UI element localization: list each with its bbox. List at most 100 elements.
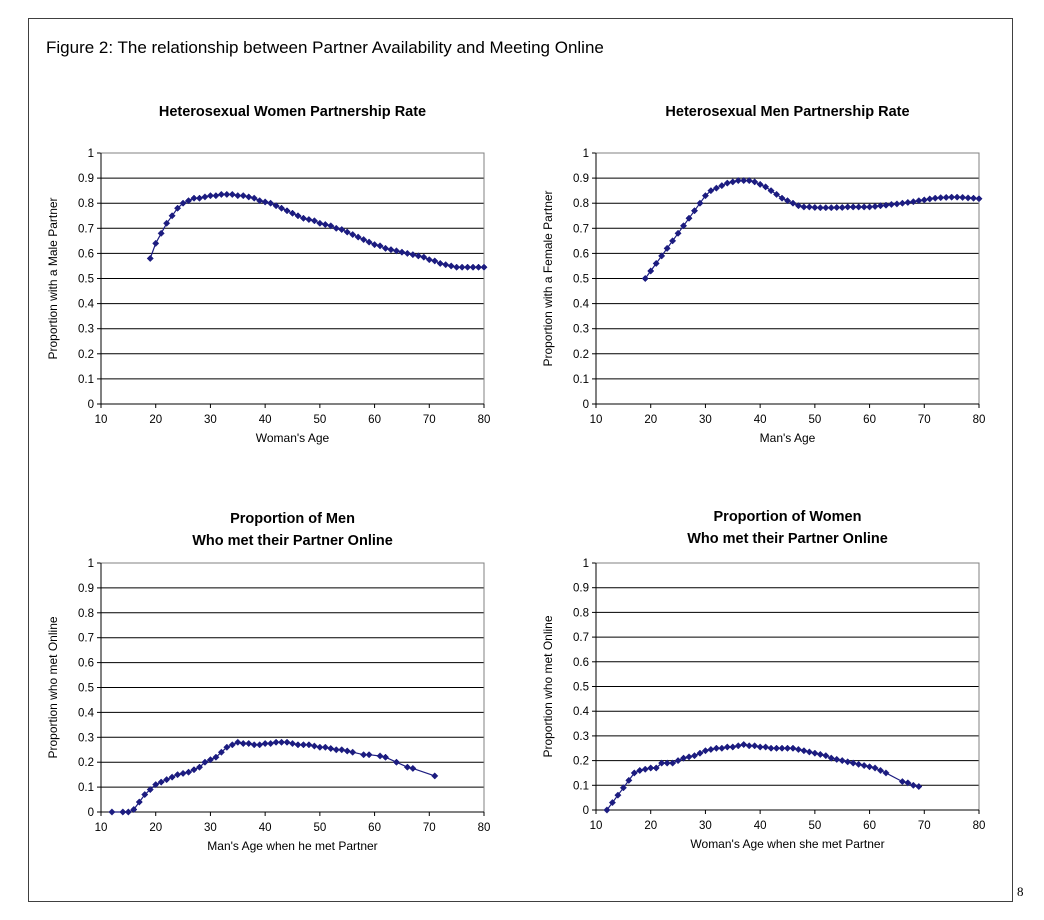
- x-tick-label: 20: [644, 414, 657, 426]
- data-point: [239, 739, 247, 748]
- y-tick-label: 0: [88, 807, 94, 819]
- data-point: [403, 763, 411, 771]
- y-tick-label: 0.1: [78, 782, 94, 794]
- data-point: [915, 782, 923, 791]
- x-tick-label: 80: [973, 820, 986, 832]
- y-tick-label: 0: [583, 399, 589, 411]
- x-tick-label: 20: [644, 820, 657, 832]
- data-point: [696, 749, 704, 757]
- data-point: [674, 757, 682, 765]
- x-axis-label: Woman's Age when she met Partner: [690, 837, 884, 851]
- y-tick-label: 0.8: [78, 198, 94, 210]
- figure-title: Figure 2: The relationship between Partn…: [46, 38, 604, 57]
- data-point: [174, 204, 182, 212]
- data-point: [783, 197, 792, 205]
- y-tick-label: 0.8: [573, 198, 589, 210]
- figure-frame: [28, 18, 1013, 902]
- data-point: [217, 748, 225, 756]
- data-point: [827, 754, 835, 762]
- data-point: [299, 214, 307, 222]
- data-point: [201, 758, 209, 766]
- x-tick-label: 50: [808, 820, 821, 832]
- data-point: [469, 263, 477, 271]
- x-tick-label: 30: [699, 414, 712, 426]
- data-point: [294, 741, 302, 749]
- y-tick-label: 0.2: [573, 349, 589, 361]
- y-tick-label: 0.6: [78, 248, 94, 260]
- data-point: [431, 772, 439, 780]
- data-point: [663, 759, 671, 767]
- data-point: [332, 746, 340, 754]
- data-point: [778, 194, 786, 202]
- data-point: [789, 744, 797, 752]
- y-tick-label: 0: [88, 399, 94, 411]
- data-point: [381, 244, 390, 252]
- data-point: [718, 182, 726, 190]
- y-tick-label: 0.6: [78, 658, 94, 670]
- y-tick-label: 0.3: [573, 324, 589, 336]
- data-point: [712, 744, 720, 752]
- data-point: [195, 763, 204, 771]
- data-point: [212, 753, 220, 761]
- y-tick-label: 1: [88, 558, 94, 570]
- x-tick-label: 40: [259, 414, 272, 426]
- data-point: [937, 194, 945, 202]
- data-point: [767, 744, 775, 752]
- y-tick-label: 0.7: [573, 223, 589, 235]
- data-point: [321, 743, 329, 751]
- y-tick-label: 0.8: [573, 607, 589, 619]
- data-point: [931, 194, 939, 202]
- y-axis-label: Proportion with a Male Partner: [46, 197, 60, 359]
- data-point: [157, 778, 165, 786]
- data-point: [119, 808, 127, 816]
- y-tick-label: 0.1: [573, 780, 589, 792]
- y-axis-label: Proportion with a Female Partner: [541, 190, 555, 366]
- data-point: [152, 781, 160, 789]
- data-point: [641, 765, 649, 773]
- data-point: [893, 200, 901, 208]
- data-point: [179, 199, 187, 207]
- data-point: [195, 194, 204, 202]
- data-point: [283, 207, 291, 215]
- chart-title: Heterosexual Women Partnership Rate: [159, 104, 426, 120]
- y-tick-label: 0.1: [573, 374, 589, 386]
- y-axis-label: Proportion who met Online: [46, 616, 60, 758]
- data-point: [926, 195, 934, 203]
- data-point: [948, 193, 956, 201]
- data-point: [718, 744, 726, 752]
- data-point: [915, 197, 923, 205]
- data-point: [256, 741, 264, 749]
- data-point: [409, 251, 417, 259]
- data-point: [669, 759, 677, 767]
- data-point: [783, 744, 792, 752]
- data-point: [338, 746, 346, 754]
- data-point: [376, 242, 384, 250]
- data-point: [168, 212, 176, 220]
- data-point: [625, 776, 633, 784]
- data-point: [658, 252, 666, 260]
- data-point: [833, 755, 841, 763]
- data-point: [647, 267, 655, 275]
- data-point: [876, 766, 885, 775]
- data-point: [904, 198, 912, 207]
- data-point: [762, 743, 770, 751]
- data-point: [773, 190, 781, 198]
- data-point: [811, 203, 819, 212]
- data-point: [822, 752, 830, 760]
- data-point: [294, 212, 302, 220]
- x-tick-label: 60: [368, 822, 381, 834]
- data-point: [909, 781, 917, 789]
- data-point: [310, 742, 318, 750]
- y-tick-label: 0.8: [78, 608, 94, 620]
- data-point: [223, 743, 231, 751]
- data-point: [124, 808, 132, 816]
- data-point: [381, 753, 390, 761]
- data-point: [245, 193, 253, 201]
- data-point: [343, 747, 351, 755]
- x-tick-label: 70: [918, 820, 931, 832]
- data-point: [773, 744, 781, 752]
- data-point: [751, 178, 759, 186]
- data-point: [794, 202, 802, 210]
- data-point: [603, 806, 611, 814]
